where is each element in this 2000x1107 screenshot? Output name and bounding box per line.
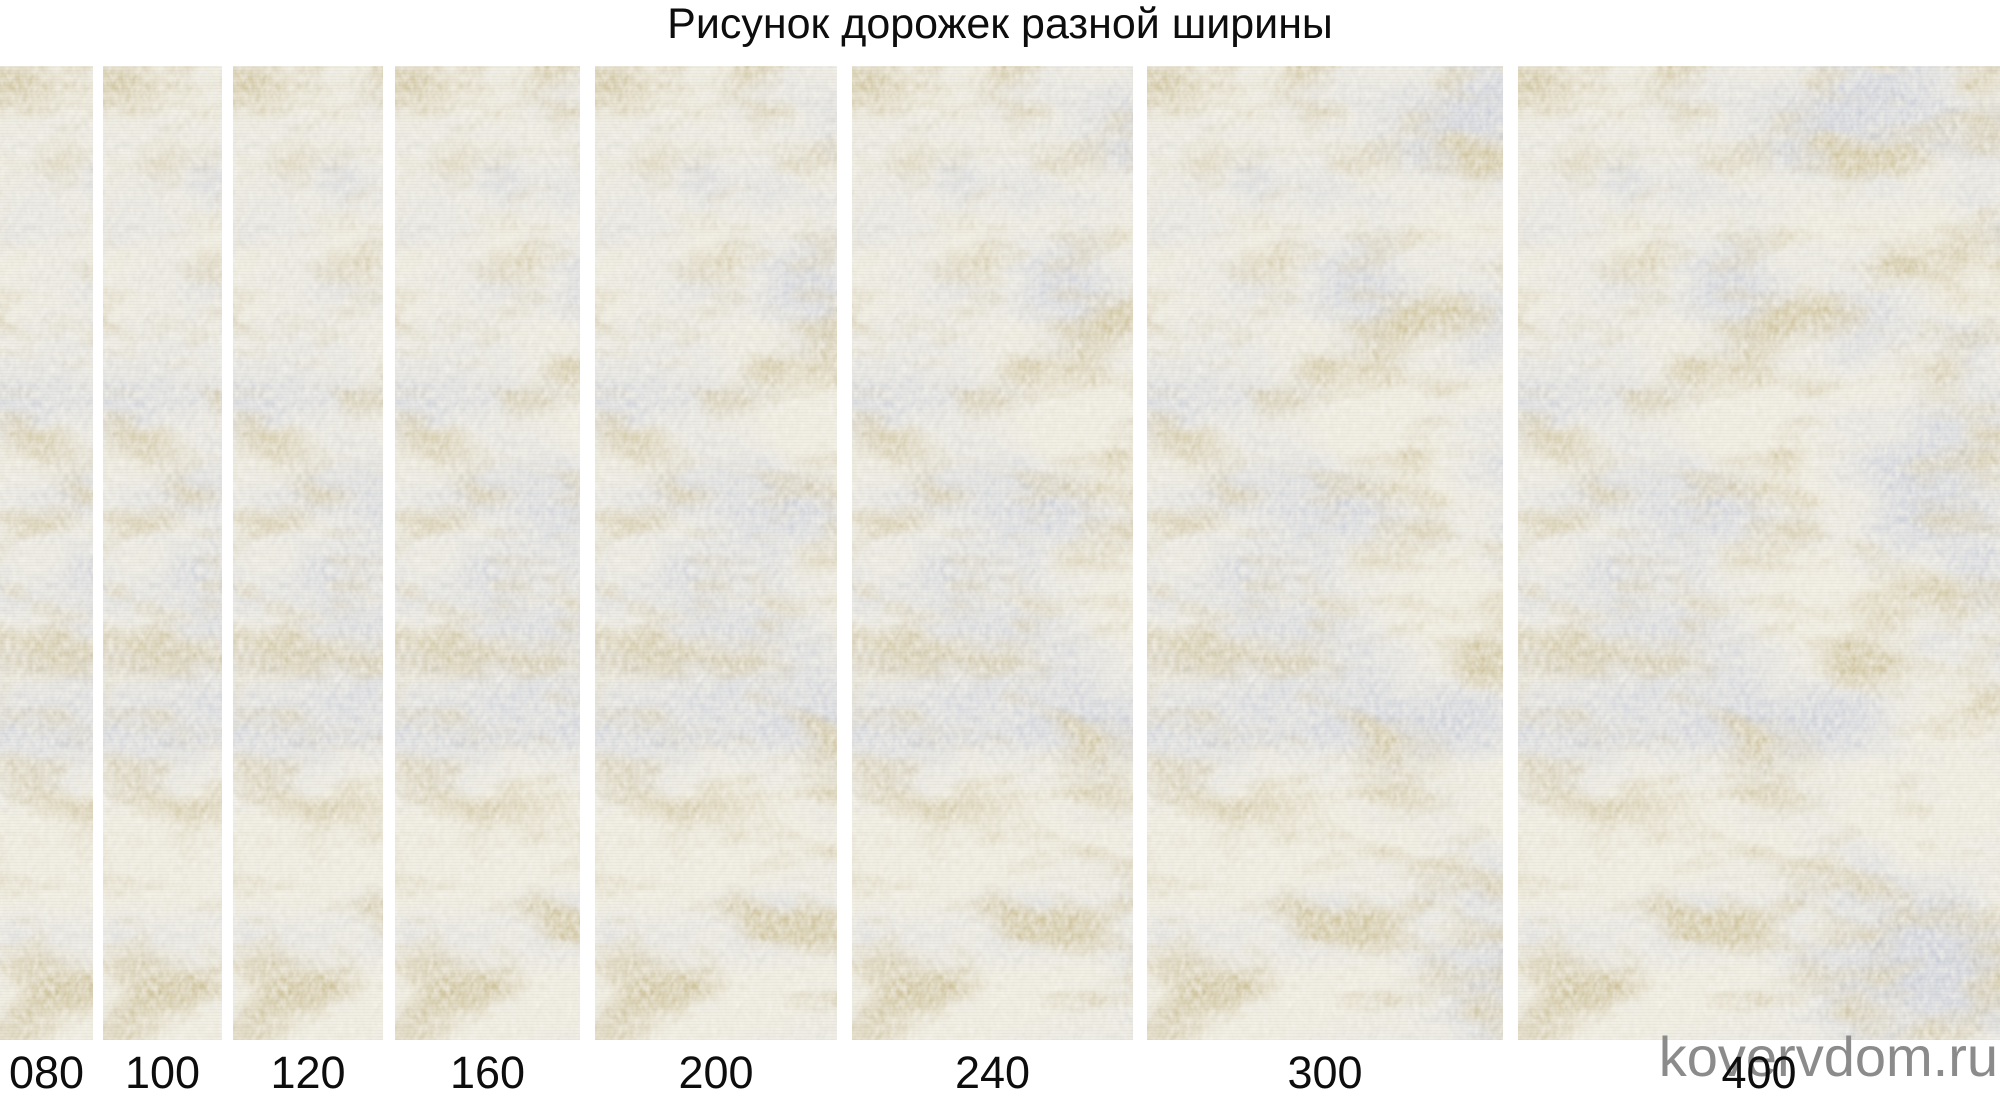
strip-width-label: 300 bbox=[1287, 1047, 1363, 1098]
runner-strip bbox=[103, 66, 222, 1040]
carpet-texture bbox=[1518, 66, 2000, 1040]
page-title: Рисунок дорожек разной ширины bbox=[667, 0, 1333, 48]
watermark-text: kovervdom.ru bbox=[1658, 1025, 1998, 1088]
strip-width-label: 080 bbox=[8, 1047, 85, 1098]
carpet-texture bbox=[103, 66, 222, 1040]
runner-strip bbox=[1518, 66, 2000, 1040]
runner-strip bbox=[852, 66, 1133, 1040]
runner-strip bbox=[395, 66, 580, 1040]
carpet-texture bbox=[395, 66, 580, 1040]
runner-strip bbox=[0, 66, 93, 1040]
carpet-texture bbox=[595, 66, 837, 1040]
runner-strip bbox=[233, 66, 383, 1040]
carpet-texture bbox=[852, 66, 1133, 1040]
strip-width-label: 100 bbox=[124, 1047, 201, 1098]
runner-strip bbox=[1147, 66, 1503, 1040]
carpet-texture bbox=[233, 66, 383, 1040]
strip-width-label: 400 bbox=[1721, 1047, 1797, 1098]
strip-width-label: 160 bbox=[449, 1047, 526, 1098]
carpet-texture bbox=[0, 66, 93, 1040]
strip-width-label: 240 bbox=[954, 1047, 1031, 1098]
strip-width-label: 120 bbox=[270, 1047, 346, 1098]
carpet-texture bbox=[1147, 66, 1503, 1040]
strip-width-label: 200 bbox=[678, 1047, 754, 1098]
runner-strip bbox=[595, 66, 837, 1040]
